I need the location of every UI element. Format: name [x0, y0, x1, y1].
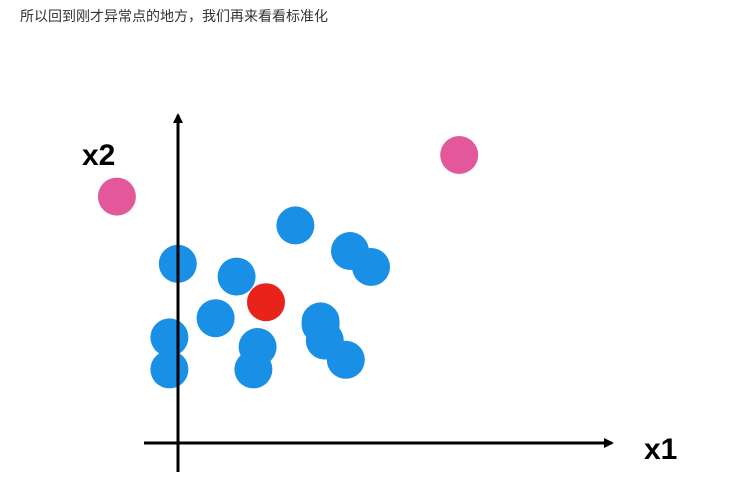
points-layer: [98, 136, 478, 388]
normal-point: [197, 299, 235, 337]
x-axis-label: x1: [644, 433, 677, 466]
normal-point: [352, 248, 390, 286]
outlier-point: [440, 136, 478, 174]
y-axis-label: x2: [82, 139, 115, 172]
normal-point: [218, 258, 256, 296]
highlight-point: [247, 283, 285, 321]
normal-point: [276, 206, 314, 244]
normal-point: [234, 350, 272, 388]
normal-point: [327, 341, 365, 379]
outlier-point: [98, 178, 136, 216]
normal-point: [302, 306, 340, 344]
normal-point: [150, 350, 188, 388]
